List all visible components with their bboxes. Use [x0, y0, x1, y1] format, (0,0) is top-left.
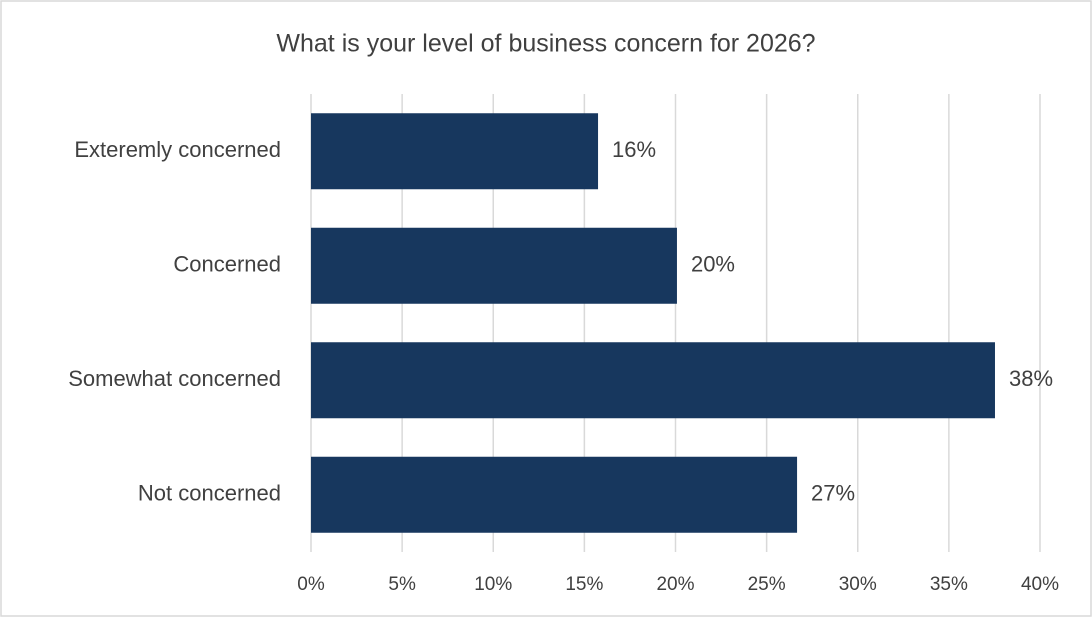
x-tick-label: 30%: [839, 574, 877, 595]
y-tick-label: Not concerned: [138, 481, 281, 506]
x-tick-label: 15%: [565, 574, 603, 595]
x-tick-label: 35%: [930, 574, 968, 595]
x-tick-label: 25%: [748, 574, 786, 595]
value-label: 27%: [811, 481, 855, 506]
value-label: 16%: [612, 137, 656, 162]
y-tick-label: Concerned: [173, 252, 281, 277]
x-tick-label: 10%: [474, 574, 512, 595]
y-tick-label: Somewhat concerned: [68, 366, 281, 391]
x-tick-label: 0%: [297, 574, 325, 595]
x-tick-label: 40%: [1021, 574, 1059, 595]
x-tick-label: 5%: [388, 574, 416, 595]
value-label: 20%: [691, 252, 735, 277]
chart-title: What is your level of business concern f…: [276, 30, 815, 58]
bar: [311, 342, 995, 419]
bar: [311, 456, 798, 533]
value-label: 38%: [1009, 366, 1053, 391]
bar: [311, 227, 677, 304]
y-tick-label: Exteremly concerned: [74, 137, 281, 162]
bar: [311, 113, 599, 190]
x-tick-label: 20%: [656, 574, 694, 595]
